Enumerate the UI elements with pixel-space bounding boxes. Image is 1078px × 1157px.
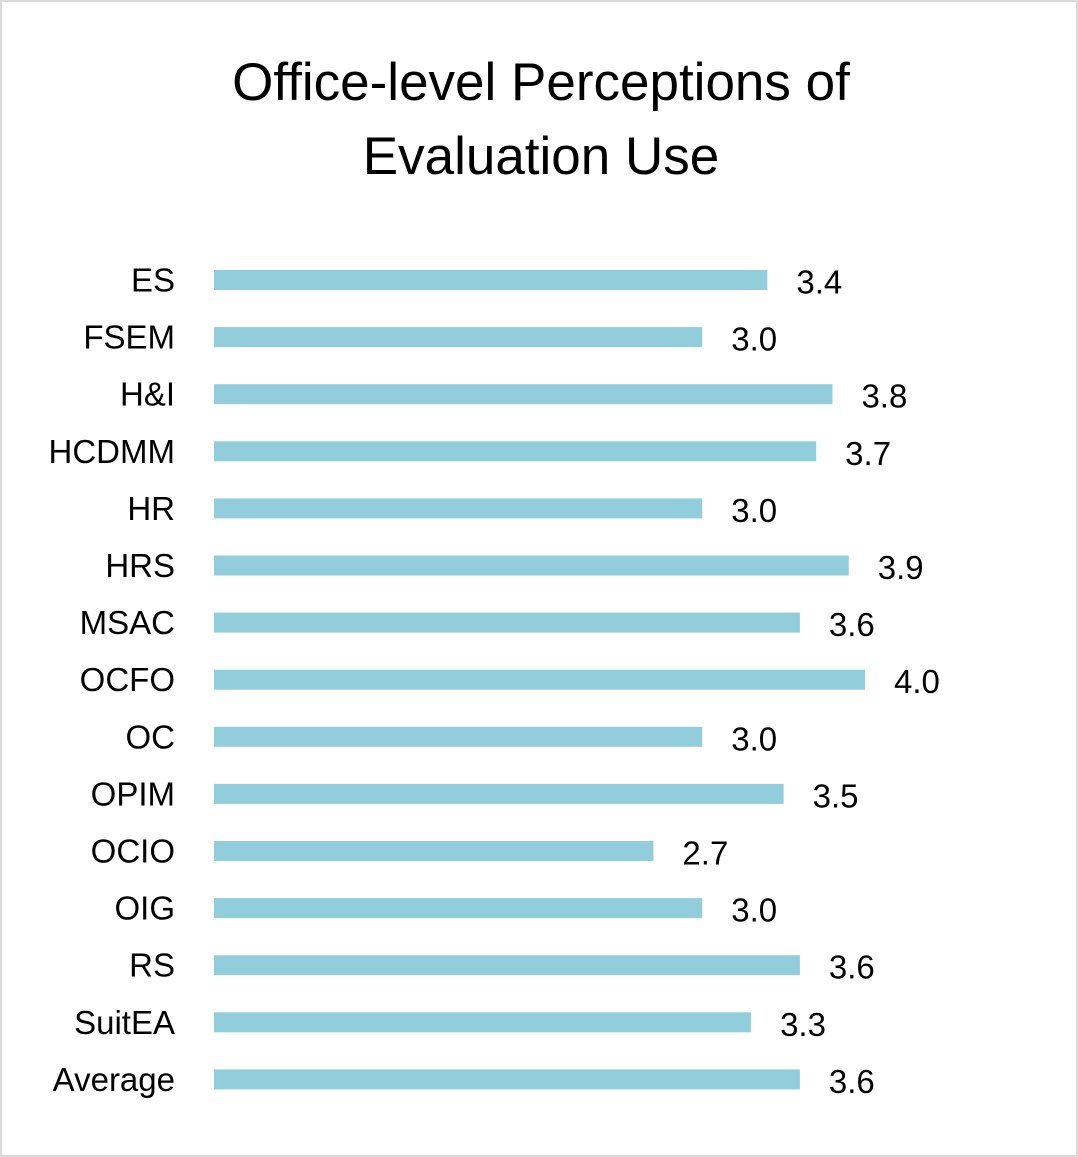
- bar: [214, 841, 654, 861]
- category-label: OCIO: [91, 833, 175, 870]
- data-label: 3.0: [731, 492, 777, 529]
- bar: [214, 612, 800, 633]
- category-label: OCFO: [80, 661, 175, 698]
- category-label: RS: [129, 947, 175, 984]
- data-label: 3.0: [731, 892, 777, 929]
- category-label: ES: [131, 262, 175, 299]
- data-label: 3.6: [829, 1063, 875, 1100]
- data-label: 3.9: [878, 549, 924, 586]
- data-label: 3.5: [813, 777, 859, 814]
- bar: [214, 555, 849, 576]
- data-label: 3.0: [731, 720, 777, 757]
- bar: [214, 1012, 752, 1033]
- category-label: H&I: [120, 376, 175, 413]
- category-label: FSEM: [83, 319, 175, 356]
- data-label: 3.4: [796, 264, 842, 301]
- data-label: 3.7: [845, 435, 891, 472]
- category-label: MSAC: [80, 604, 175, 641]
- bar: [214, 1069, 800, 1090]
- category-label: HR: [127, 490, 175, 527]
- category-label: OIG: [114, 890, 175, 927]
- bar: [214, 384, 833, 405]
- bar: [214, 955, 800, 976]
- bar: [214, 783, 784, 804]
- data-label: 3.6: [829, 949, 875, 986]
- chart-title-line-1: Office-level Perceptions of: [232, 53, 850, 112]
- bar: [214, 726, 703, 747]
- data-label: 4.0: [894, 663, 940, 700]
- data-label: 3.6: [829, 606, 875, 643]
- chart-title-line-2: Evaluation Use: [362, 127, 720, 186]
- bar: [214, 441, 817, 462]
- category-label: OC: [126, 718, 176, 755]
- category-label: Average: [53, 1061, 175, 1098]
- bar: [214, 898, 703, 919]
- chart-title: Office-level Perceptions of Evaluation U…: [2, 46, 1076, 194]
- category-label: HCDMM: [49, 433, 175, 470]
- bar: [214, 270, 768, 290]
- category-label: HRS: [105, 547, 175, 584]
- category-label: OPIM: [91, 775, 175, 812]
- data-label: 2.7: [682, 835, 728, 872]
- bar: [214, 498, 703, 519]
- category-label: SuitEA: [74, 1004, 175, 1041]
- bar: [214, 327, 703, 348]
- data-label: 3.3: [780, 1006, 826, 1043]
- data-label: 3.8: [861, 378, 907, 415]
- bar: [214, 669, 865, 690]
- data-label: 3.0: [731, 321, 777, 358]
